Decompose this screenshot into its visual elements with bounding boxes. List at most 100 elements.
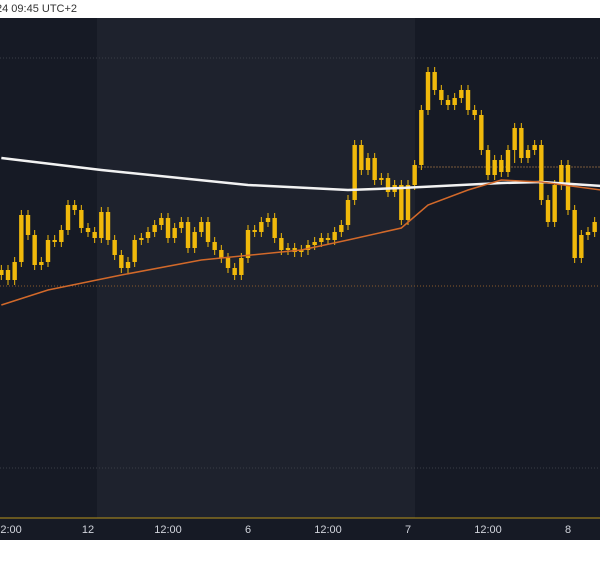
- candle-body: [72, 205, 77, 210]
- x-tick-label: 12:00: [314, 524, 342, 536]
- candle-body: [365, 158, 371, 170]
- candle-body: [565, 165, 571, 210]
- candle-body: [405, 185, 411, 220]
- candle-body: [39, 262, 44, 265]
- candle-body: [339, 225, 344, 232]
- candle-body: [145, 232, 151, 238]
- candle-body: [525, 150, 531, 158]
- candle-body: [305, 245, 311, 250]
- candle-body: [539, 145, 544, 200]
- candle-body: [472, 110, 477, 115]
- candle-body: [139, 238, 144, 240]
- candle-body: [152, 225, 157, 232]
- candle-body: [312, 242, 317, 245]
- candle-body: [99, 212, 104, 238]
- candle-body: [359, 145, 364, 170]
- candle-body: [199, 222, 204, 232]
- candle-body: [425, 72, 431, 110]
- candle-body: [132, 240, 137, 262]
- candle-body: [19, 215, 24, 262]
- candle-body: [332, 232, 337, 240]
- candle-body: [112, 240, 117, 255]
- candle-body: [285, 248, 291, 250]
- session-band: [97, 18, 415, 518]
- candle-body: [279, 238, 284, 250]
- candle-body: [185, 222, 191, 248]
- candle-body: [172, 228, 177, 238]
- candle-body: [212, 242, 217, 250]
- candle-body: [412, 165, 417, 185]
- x-tick-label: 7: [405, 524, 411, 536]
- candle-body: [252, 230, 257, 232]
- candle-body: [585, 232, 591, 235]
- candle-body: [432, 72, 437, 90]
- candle-body: [352, 145, 357, 200]
- candle-body: [272, 218, 277, 238]
- candle-body: [265, 218, 271, 222]
- candle-body: [5, 270, 11, 280]
- candle-body: [205, 222, 211, 242]
- candle-body: [385, 178, 391, 192]
- candle-body: [492, 160, 497, 175]
- candle-body: [119, 255, 124, 268]
- candle-body: [452, 98, 457, 105]
- candle-body: [92, 232, 97, 238]
- candle-body: [192, 232, 197, 248]
- candle-body: [459, 90, 464, 98]
- candle-body: [165, 218, 171, 238]
- candle-body: [105, 212, 111, 240]
- candle-body: [219, 250, 224, 258]
- candle-body: [325, 238, 331, 240]
- candle-body: [579, 235, 584, 258]
- candle-body: [372, 158, 377, 180]
- candle-body: [572, 210, 577, 258]
- candle-body: [65, 205, 71, 230]
- candle-body: [379, 178, 384, 180]
- x-tick-label: 8: [565, 524, 571, 536]
- candle-body: [512, 128, 517, 150]
- candle-body: [79, 210, 84, 228]
- x-tick-label: 12:00: [154, 524, 182, 536]
- top-bar: [0, 0, 600, 18]
- candle-body: [159, 218, 164, 225]
- candle-body: [232, 268, 237, 275]
- x-tick-label: 6: [245, 524, 251, 536]
- x-tick-label: 12:00: [474, 524, 502, 536]
- candle-body: [52, 240, 57, 242]
- candle-body: [552, 185, 557, 222]
- candle-body: [545, 200, 551, 222]
- candle-body: [519, 128, 524, 158]
- candle-body: [485, 150, 491, 175]
- candle-body: [32, 235, 37, 265]
- candle-body: [499, 160, 504, 172]
- candle-body: [225, 258, 231, 268]
- candle-body: [319, 238, 324, 242]
- candle-body: [399, 185, 404, 220]
- candle-body: [592, 222, 597, 232]
- candle-body: [0, 270, 4, 275]
- bottom-bar: [0, 540, 600, 566]
- candle-body: [59, 230, 64, 242]
- candle-body: [259, 222, 264, 232]
- candle-body: [85, 228, 91, 232]
- candle-body: [239, 258, 244, 275]
- candle-body: [179, 222, 184, 228]
- candle-body: [559, 165, 564, 185]
- candle-body: [532, 145, 537, 150]
- candle-body: [445, 100, 451, 105]
- x-tick-label: 12:00: [0, 524, 22, 536]
- candle-body: [299, 250, 304, 252]
- candle-body: [25, 215, 31, 235]
- candle-body: [505, 150, 511, 172]
- x-tick-label: 12: [82, 524, 94, 536]
- candle-body: [245, 230, 251, 258]
- candle-body: [125, 262, 131, 268]
- moving-average: [1, 179, 600, 306]
- candle-body: [12, 262, 17, 280]
- candle-body: [345, 200, 351, 225]
- candle-body: [419, 110, 424, 165]
- header-text: 24 09:45 UTC+2: [0, 3, 77, 15]
- candle-body: [465, 90, 471, 110]
